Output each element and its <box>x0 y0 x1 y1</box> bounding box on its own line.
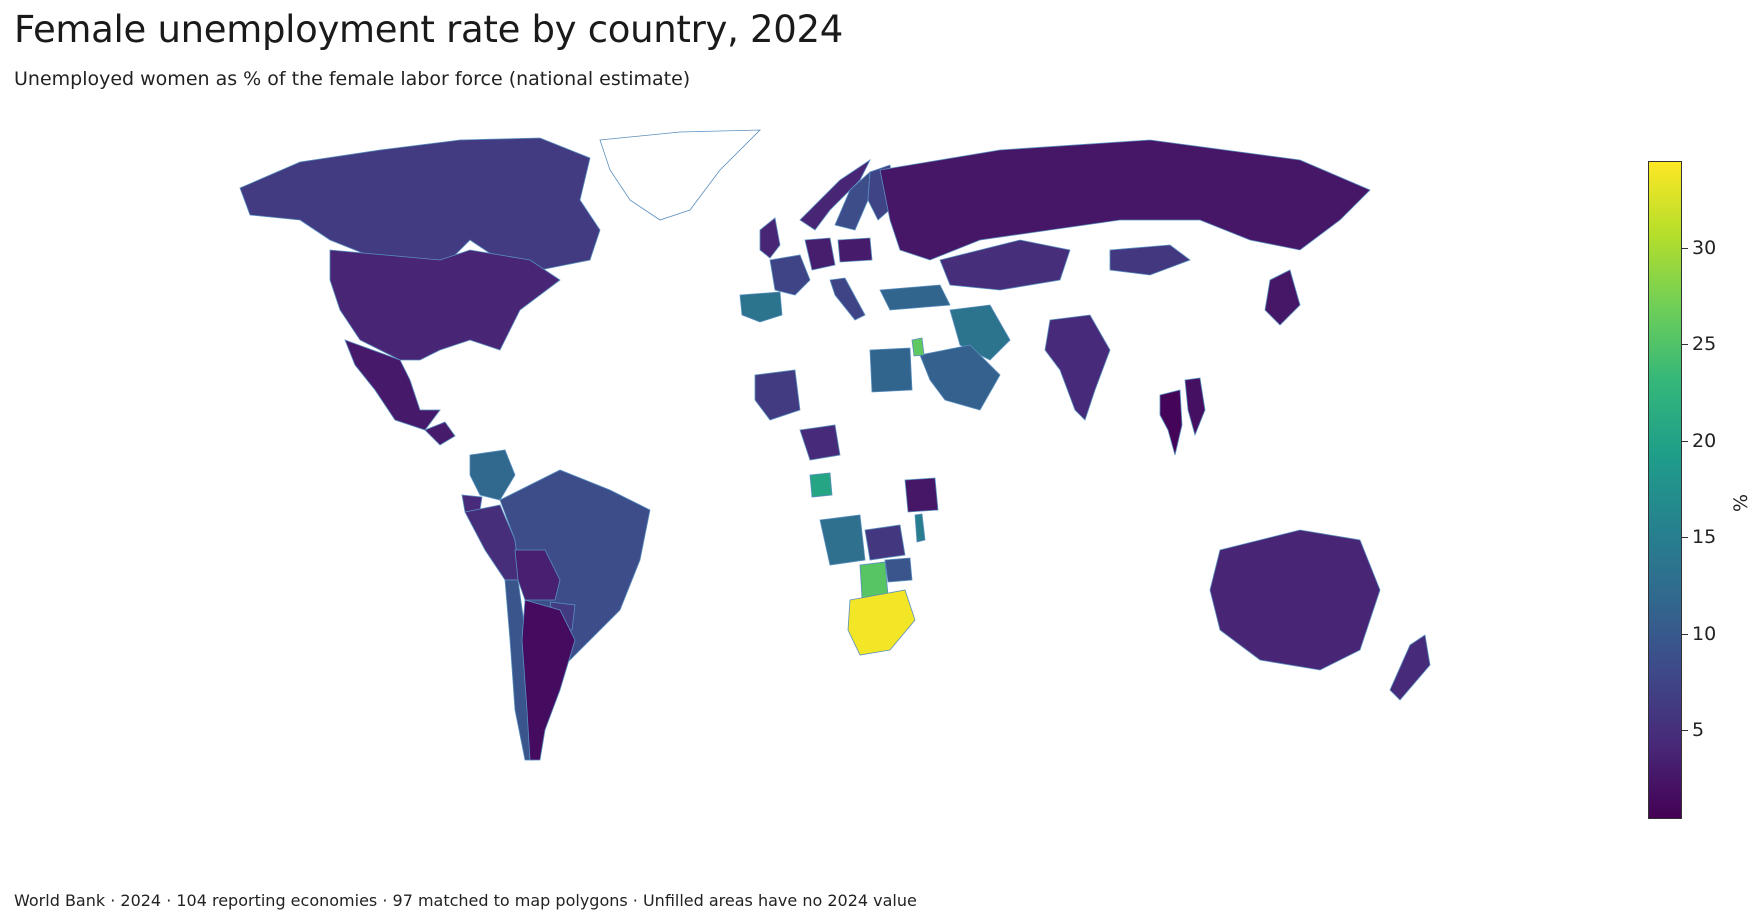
region-new-zealand <box>1389 634 1431 701</box>
colorbar-tick <box>1682 344 1688 346</box>
colorbar-tick-label: 20 <box>1692 429 1717 452</box>
region-tanzania <box>904 477 939 513</box>
colorbar-tick <box>1682 247 1688 249</box>
region-gabon <box>809 472 833 498</box>
region-canada <box>239 137 601 271</box>
region-egypt <box>869 347 913 393</box>
region-mali <box>754 369 801 421</box>
chart-title: Female unemployment rate by country, 202… <box>14 8 844 51</box>
chart-subtitle: Unemployed women as % of the female labo… <box>14 68 691 90</box>
colorbar-tick-label: 5 <box>1692 719 1705 742</box>
colorbar-title: % <box>1730 493 1753 513</box>
region-vietnam <box>1184 377 1206 437</box>
region-italy <box>829 277 866 321</box>
region-nigeria <box>799 424 841 461</box>
footer-note: World Bank · 2024 · 104 reporting econom… <box>14 891 917 910</box>
region-norway <box>799 158 872 231</box>
world-map <box>0 110 1620 890</box>
region-south-africa <box>847 589 916 656</box>
region-jordan <box>911 337 925 357</box>
map-canvas <box>239 129 1431 761</box>
colorbar-tick <box>1682 440 1688 442</box>
region-japan <box>1264 269 1301 326</box>
colorbar-gradient <box>1648 161 1682 819</box>
region-kazakhstan <box>939 239 1071 291</box>
colorbar: 5 10 15 20 25 30 <box>1648 161 1716 819</box>
colorbar-tick <box>1682 633 1688 635</box>
region-germany <box>804 237 836 271</box>
map-regions <box>239 129 1431 761</box>
colorbar-tick-label: 25 <box>1692 333 1717 356</box>
colorbar-tick-label: 15 <box>1692 526 1717 549</box>
region-mongolia <box>1109 244 1191 276</box>
region-russia <box>879 139 1371 261</box>
region-india <box>1044 314 1111 421</box>
region-zimbabwe <box>884 557 913 583</box>
region-saudi-arabia <box>919 344 1001 411</box>
region-angola <box>819 514 866 566</box>
region-united-states <box>329 249 561 361</box>
region-zambia <box>864 524 906 561</box>
region-guatemala <box>424 421 456 446</box>
region-turkey <box>879 284 951 311</box>
colorbar-tick-label: 30 <box>1692 236 1717 259</box>
colorbar-tick-label: 10 <box>1692 622 1717 645</box>
region-malawi <box>914 513 926 543</box>
region-spain <box>739 291 783 323</box>
region-united-kingdom <box>759 217 781 259</box>
region-argentina <box>521 599 576 761</box>
region-botswana <box>859 561 889 599</box>
region-mexico <box>344 339 441 431</box>
colorbar-tick <box>1682 730 1688 732</box>
region-colombia <box>469 449 516 501</box>
region-greenland <box>599 129 761 221</box>
region-france <box>769 254 811 296</box>
colorbar-tick <box>1682 537 1688 539</box>
region-australia <box>1209 529 1381 671</box>
region-poland <box>837 237 873 263</box>
region-thailand <box>1159 389 1183 456</box>
